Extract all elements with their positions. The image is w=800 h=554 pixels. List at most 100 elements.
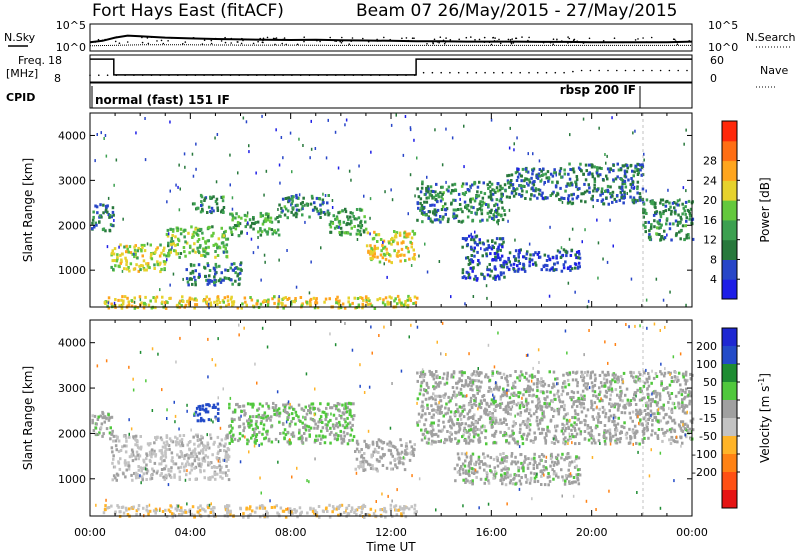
range-cell-6 bbox=[691, 417, 695, 421]
range-cell-13 bbox=[666, 199, 669, 203]
range-cell-6 bbox=[676, 375, 679, 379]
range-cell-1 bbox=[217, 450, 220, 454]
range-cell-8 bbox=[316, 306, 320, 310]
range-cell-6 bbox=[648, 398, 651, 402]
range-cell-2 bbox=[263, 413, 266, 417]
range-cell-4 bbox=[209, 511, 212, 514]
range-cell-6 bbox=[484, 412, 488, 416]
nave-point bbox=[141, 74, 144, 76]
range-cell-15 bbox=[577, 265, 580, 269]
range-cell-7 bbox=[204, 274, 207, 278]
range-cell-6 bbox=[653, 412, 656, 416]
range-cell-6 bbox=[504, 405, 508, 409]
range-cell-6 bbox=[526, 387, 529, 391]
range-cell-4 bbox=[206, 503, 210, 507]
range-cell-7 bbox=[214, 262, 218, 266]
range-cell-1 bbox=[164, 260, 167, 264]
range-cell-4 bbox=[345, 506, 348, 510]
range-cell-10 bbox=[503, 209, 506, 212]
range-cell-6 bbox=[551, 407, 555, 411]
range-cell-2 bbox=[191, 249, 195, 253]
range-cell-12 bbox=[591, 172, 594, 176]
range-cell-13 bbox=[652, 213, 656, 217]
nave-point bbox=[133, 74, 135, 76]
range-cell-1 bbox=[125, 258, 128, 262]
range-cell-6 bbox=[611, 434, 615, 438]
scatter-cell bbox=[265, 169, 268, 173]
range-cell-6 bbox=[491, 414, 494, 418]
range-cell-1 bbox=[150, 257, 154, 261]
range-cell-1 bbox=[128, 435, 131, 439]
range-cell-11 bbox=[547, 179, 550, 183]
range-cell-6 bbox=[437, 383, 440, 387]
range-cell-2 bbox=[345, 424, 348, 428]
range-cell-6 bbox=[438, 376, 441, 379]
range-cell-6 bbox=[463, 426, 466, 430]
range-cell-6 bbox=[571, 416, 574, 419]
noise-sample bbox=[496, 40, 499, 42]
noise-sample bbox=[383, 36, 385, 39]
range-cell-1 bbox=[162, 475, 165, 479]
range-cell-1 bbox=[160, 468, 164, 471]
scatter-cell bbox=[214, 136, 216, 140]
range-cell-3 bbox=[389, 461, 392, 465]
range-cell-2 bbox=[238, 432, 242, 436]
range-cell-1 bbox=[183, 465, 186, 469]
range-cell-13 bbox=[659, 215, 663, 219]
range-cell-3 bbox=[277, 233, 281, 237]
range-cell-6 bbox=[663, 434, 666, 437]
range-cell-6 bbox=[473, 398, 476, 402]
range-cell-15 bbox=[546, 264, 549, 268]
noise-sample bbox=[445, 37, 447, 39]
range-cell-6 bbox=[543, 382, 547, 386]
range-cell-6 bbox=[437, 403, 440, 407]
range-cell-2 bbox=[167, 244, 170, 248]
range-cell-6 bbox=[516, 412, 520, 416]
range-cell-8 bbox=[336, 295, 339, 299]
range-cell-10 bbox=[439, 191, 442, 195]
range-cell-6 bbox=[562, 441, 565, 445]
range-cell-10 bbox=[490, 208, 493, 212]
range-cell-1 bbox=[226, 455, 229, 459]
range-cell-10 bbox=[424, 213, 428, 217]
range-cell-6 bbox=[482, 394, 486, 397]
range-cell-7 bbox=[187, 283, 190, 287]
scatter-cell bbox=[470, 232, 472, 236]
noise-sample bbox=[160, 39, 163, 42]
range-cell-6 bbox=[464, 439, 468, 443]
range-cell-12 bbox=[571, 197, 574, 201]
range-cell-4 bbox=[295, 193, 298, 197]
range-cell-6 bbox=[525, 377, 529, 381]
range-cell-14 bbox=[467, 271, 470, 275]
range-cell-8 bbox=[369, 302, 372, 306]
range-cell-2 bbox=[320, 429, 323, 433]
range-cell-1 bbox=[202, 456, 206, 460]
noise-sample bbox=[242, 39, 244, 42]
range-cell-6 bbox=[645, 404, 648, 408]
range-cell-7 bbox=[234, 271, 237, 275]
range-cell-4 bbox=[255, 506, 258, 510]
range-cell-6 bbox=[614, 430, 617, 434]
range-cell-3 bbox=[276, 216, 279, 219]
range-cell-4 bbox=[291, 199, 294, 203]
range-cell-6 bbox=[536, 378, 539, 382]
range-cell-6 bbox=[442, 414, 445, 418]
range-cell-12 bbox=[588, 190, 591, 194]
range-cell-4 bbox=[207, 506, 210, 510]
range-cell-15 bbox=[550, 267, 553, 271]
range-cell-6 bbox=[525, 437, 528, 441]
range-cell-4 bbox=[202, 508, 206, 512]
range-cell-6 bbox=[649, 409, 653, 413]
range-cell-1 bbox=[204, 444, 207, 448]
noise-sample bbox=[483, 36, 486, 39]
range-cell-4 bbox=[227, 504, 231, 508]
range-cell-0 bbox=[96, 433, 100, 436]
range-cell-1 bbox=[164, 473, 167, 477]
scatter-cell bbox=[370, 150, 372, 154]
range-cell-6 bbox=[582, 402, 585, 406]
range-cell-6 bbox=[561, 389, 565, 393]
range-cell-6 bbox=[531, 388, 534, 392]
range-cell-1 bbox=[117, 449, 121, 453]
range-cell-1 bbox=[145, 463, 148, 467]
range-cell-2 bbox=[237, 425, 241, 429]
